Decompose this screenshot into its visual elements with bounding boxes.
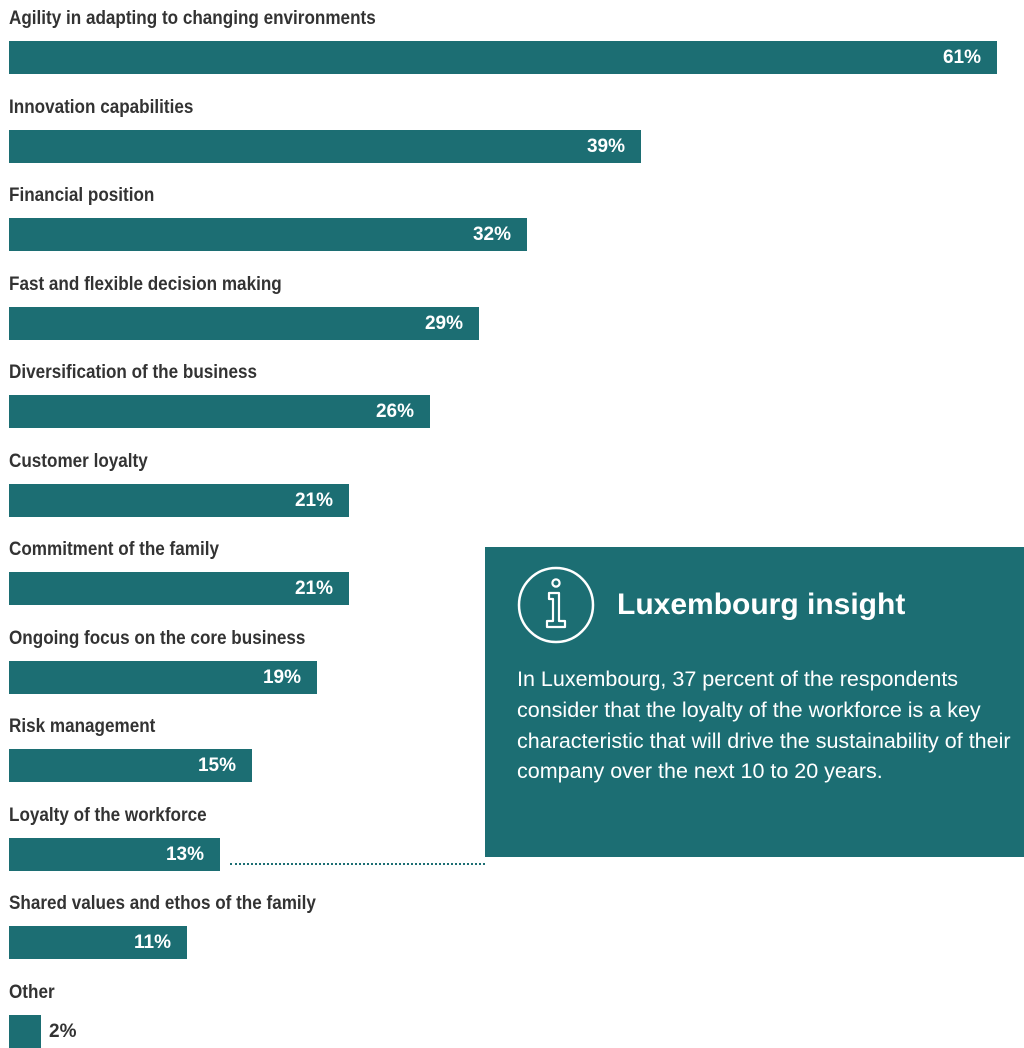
bar-value-label: 15% [197, 755, 236, 776]
category-label: Innovation capabilities [9, 96, 194, 118]
bar-value-label: 32% [472, 224, 511, 245]
category-label: Loyalty of the workforce [9, 804, 207, 826]
bar [9, 129, 641, 163]
bar-value-label: 29% [424, 312, 463, 334]
category-label: Commitment of the family [9, 539, 219, 560]
bar-value-label: 21% [294, 578, 333, 599]
bar-value-label: 19% [262, 666, 301, 688]
category-label: Agility in adapting to changing environm… [9, 8, 376, 29]
bar [9, 41, 997, 74]
bar [9, 1014, 41, 1048]
category-label: Shared values and ethos of the family [9, 893, 316, 914]
bar [9, 218, 527, 251]
insight-connector [230, 862, 485, 865]
bar [9, 395, 430, 428]
category-label: Risk management [9, 716, 156, 737]
bar [9, 926, 187, 959]
insight-title: Luxembourg insight [617, 588, 906, 621]
bar-chart: Agility in adapting to changing environm… [9, 8, 997, 1048]
bar [9, 572, 349, 605]
bar [9, 306, 479, 340]
bar [9, 660, 317, 694]
category-label: Diversification of the business [9, 362, 258, 383]
category-label: Other [9, 981, 55, 1003]
bar-value-label: 2% [49, 1020, 77, 1042]
bar [9, 837, 220, 871]
bar-value-label: 13% [165, 843, 204, 865]
bar-value-label: 39% [586, 135, 625, 157]
bar-value-label: 21% [294, 489, 333, 511]
category-label: Financial position [9, 185, 155, 206]
category-label: Customer loyalty [9, 450, 148, 472]
insight-panel [485, 547, 1024, 857]
bar [9, 749, 252, 782]
bar-value-label: 26% [375, 401, 414, 422]
category-label: Fast and flexible decision making [9, 273, 282, 295]
info-icon [517, 566, 595, 644]
category-label: Ongoing focus on the core business [9, 627, 306, 649]
bar-value-label: 61% [942, 47, 981, 68]
bar-value-label: 11% [134, 932, 171, 953]
insight-body: In Luxembourg, 37 percent of the respond… [517, 667, 1011, 784]
bar [9, 483, 349, 517]
